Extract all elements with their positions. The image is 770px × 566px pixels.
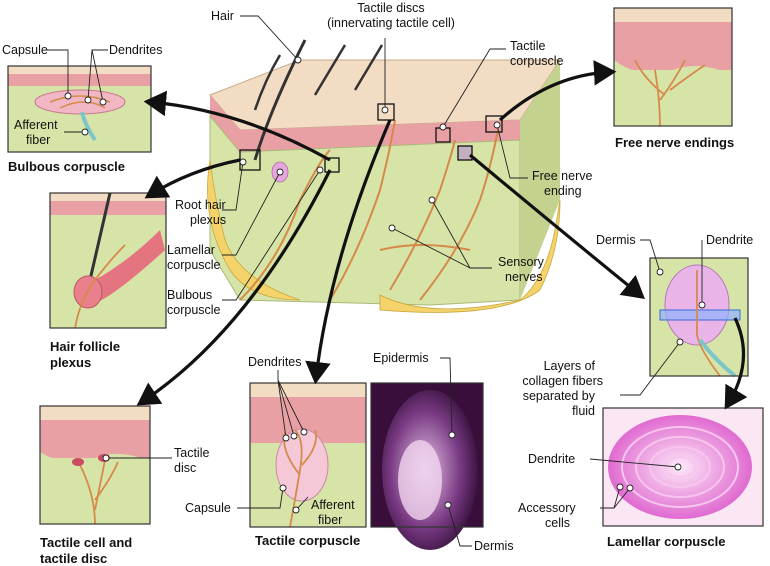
label-bulbous-2: corpuscle: [167, 303, 221, 317]
labels: Hair Tactile discs (innervating tactile …: [2, 1, 753, 553]
label-hair: Hair: [211, 9, 234, 23]
caption-lamellar: Lamellar corpuscle: [607, 534, 726, 549]
caption-hair-follicle-1: Hair follicle: [50, 339, 120, 354]
panel-tactile-histology: [370, 382, 484, 550]
label-tactile-disc-1: Tactile: [174, 446, 209, 460]
label-lamellar-1: Lamellar: [167, 243, 215, 257]
skin-block: [207, 39, 561, 313]
label-sensory-2: nerves: [505, 270, 543, 284]
label-tactile-disc-2: disc: [174, 461, 196, 475]
label-tactile-discs-1: Tactile discs: [357, 1, 424, 15]
label-layers-4: fluid: [572, 404, 595, 418]
label-dermis-bottom: Dermis: [474, 539, 514, 553]
label-capsule-bottom: Capsule: [185, 501, 231, 515]
label-lamellar-2: corpuscle: [167, 258, 221, 272]
arrows: [136, 60, 748, 410]
label-layers-1: Layers of: [544, 359, 596, 373]
label-tactile-corpuscle-2: corpuscle: [510, 54, 564, 68]
label-layers-3: separated by: [523, 389, 596, 403]
label-root-hair-2: plexus: [190, 213, 226, 227]
leader-lines: [46, 15, 706, 547]
label-dendrites-top: Dendrites: [109, 43, 163, 57]
label-capsule-top: Capsule: [2, 43, 48, 57]
caption-tactile-cell-1: Tactile cell and: [40, 535, 132, 550]
label-afferent-1: Afferent: [14, 118, 58, 132]
caption-tactile-cell-2: tactile disc: [40, 551, 107, 566]
panel-hair-follicle: [49, 192, 167, 329]
label-dendrite-lamellar: Dendrite: [528, 452, 575, 466]
caption-free-nerve: Free nerve endings: [615, 135, 734, 150]
panel-lamellar-dermis: [649, 257, 749, 378]
label-root-hair-1: Root hair: [175, 198, 226, 212]
label-afferent-b1: Afferent: [311, 498, 355, 512]
caption-hair-follicle-2: plexus: [50, 355, 91, 370]
label-epidermis: Epidermis: [373, 351, 429, 365]
label-dendrites-bottom: Dendrites: [248, 355, 302, 369]
label-afferent-2: fiber: [26, 133, 50, 147]
label-dendrite-right: Dendrite: [706, 233, 753, 247]
captions: Bulbous corpuscle Hair follicle plexus F…: [8, 135, 734, 566]
label-bulbous-1: Bulbous: [167, 288, 212, 302]
label-tactile-discs-2: (innervating tactile cell): [327, 16, 455, 30]
label-layers-2: collagen fibers: [522, 374, 603, 388]
label-sensory-1: Sensory: [498, 255, 545, 269]
panel-tactile-disc: [39, 405, 151, 525]
caption-bulbous: Bulbous corpuscle: [8, 159, 125, 174]
label-free-nerve-1: Free nerve: [532, 169, 592, 183]
label-accessory-1: Accessory: [518, 501, 576, 515]
caption-tactile-corpuscle: Tactile corpuscle: [255, 533, 360, 548]
panel-free-nerve: [613, 7, 733, 127]
label-afferent-b2: fiber: [318, 513, 342, 527]
label-accessory-2: cells: [545, 516, 570, 530]
label-free-nerve-2: ending: [544, 184, 582, 198]
panel-lamellar-histology: [602, 407, 764, 527]
panel-bulbous: [7, 65, 152, 153]
label-tactile-corpuscle-1: Tactile: [510, 39, 545, 53]
panel-tactile-corpuscle: [249, 382, 367, 528]
label-dermis-right: Dermis: [596, 233, 636, 247]
